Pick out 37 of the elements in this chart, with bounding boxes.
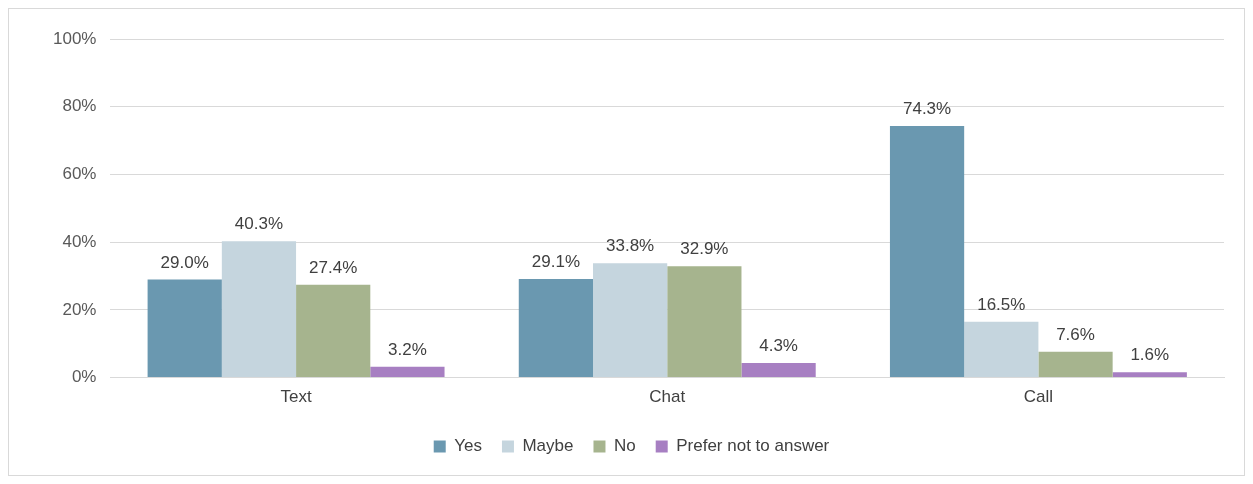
- y-tick-label: 0%: [71, 367, 97, 387]
- legend-label: Yes: [454, 436, 482, 456]
- bar: [593, 263, 668, 378]
- bar: [1112, 372, 1187, 378]
- y-tick-label: 40%: [62, 231, 97, 251]
- bar: [296, 284, 371, 378]
- bar: [889, 126, 965, 378]
- data-label: 33.8%: [606, 236, 655, 256]
- legend-label: Prefer not to answer: [676, 436, 830, 456]
- bar: [667, 266, 742, 378]
- data-label: 74.3%: [902, 99, 952, 119]
- data-label: 27.4%: [309, 258, 358, 278]
- y-tick-label: 60%: [62, 164, 97, 184]
- data-label: 3.2%: [388, 339, 427, 359]
- bar: [741, 363, 816, 378]
- data-label: 7.6%: [1056, 325, 1095, 345]
- bar: [1038, 351, 1113, 378]
- data-label: 32.9%: [680, 239, 729, 259]
- y-tick-label: 20%: [62, 299, 97, 319]
- bar: [147, 279, 222, 378]
- legend-label: Maybe: [522, 436, 574, 456]
- data-label: 4.3%: [759, 336, 798, 356]
- data-label: 29.1%: [531, 252, 580, 272]
- y-tick-label: 100%: [53, 28, 97, 48]
- x-tick-label: Text: [280, 387, 312, 407]
- data-label: 16.5%: [977, 294, 1026, 314]
- data-label: 29.0%: [160, 252, 209, 272]
- bar: [221, 241, 297, 378]
- data-label: 1.6%: [1130, 345, 1170, 365]
- y-tick-label: 80%: [62, 96, 97, 116]
- x-tick-label: Call: [1023, 387, 1054, 407]
- legend-label: No: [613, 436, 636, 456]
- bar: [518, 279, 594, 378]
- x-tick-label: Chat: [649, 387, 686, 407]
- bar: [370, 366, 445, 378]
- data-label: 40.3%: [234, 214, 284, 234]
- bar: [964, 321, 1039, 378]
